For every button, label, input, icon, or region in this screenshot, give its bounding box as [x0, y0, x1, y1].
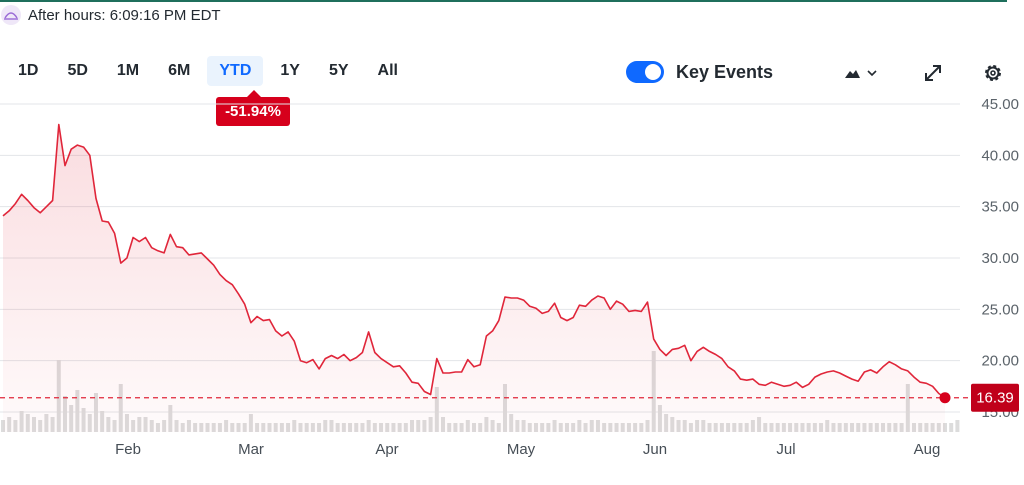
volume-bar — [962, 420, 966, 432]
x-tick-label: Feb — [115, 441, 141, 458]
y-tick-label: 35.00 — [981, 199, 1019, 216]
after-hours-status: After hours: 6:09:16 PM EDT — [0, 4, 221, 26]
change-badge: -51.94% — [216, 90, 290, 126]
y-tick-label: 20.00 — [981, 353, 1019, 370]
mountain-chart-icon — [845, 70, 877, 78]
x-tick-label: May — [507, 441, 536, 458]
y-tick-label: 25.00 — [981, 301, 1019, 318]
range-tab-1y[interactable]: 1Y — [268, 56, 312, 86]
y-tick-label: 45.00 — [981, 96, 1019, 113]
moon-icon — [1, 5, 21, 25]
price-line — [2, 123, 946, 399]
x-tick-label: Mar — [238, 441, 264, 458]
volume-bar — [968, 420, 972, 432]
range-tab-5d[interactable]: 5D — [55, 56, 99, 86]
volume-bar — [949, 423, 954, 432]
chart-type-button[interactable] — [838, 60, 882, 86]
current-price-tag — [971, 383, 1019, 412]
key-events-label: Key Events — [676, 62, 774, 82]
expand-icon — [925, 65, 941, 81]
range-tab-5y[interactable]: 5Y — [317, 56, 361, 86]
x-tick-label: Jun — [643, 441, 667, 458]
range-tab-1m[interactable]: 1M — [105, 56, 151, 86]
volume-bar — [955, 420, 960, 432]
toggle-knob — [645, 64, 661, 80]
x-tick-label: Apr — [375, 441, 398, 458]
range-tab-6m[interactable]: 6M — [156, 56, 202, 86]
current-price-label: 16.39 — [976, 390, 1014, 407]
y-tick-label: 40.00 — [981, 147, 1019, 164]
after-hours-label: After hours: 6:09:16 PM EDT — [28, 6, 221, 24]
range-tab-all[interactable]: All — [366, 56, 410, 86]
expand-button[interactable] — [920, 60, 946, 86]
current-price-dot — [939, 392, 951, 404]
top-rule — [0, 0, 1007, 2]
settings-button[interactable] — [980, 60, 1006, 86]
key-events-toggle[interactable] — [626, 61, 664, 83]
price-area — [3, 124, 945, 432]
gear-icon — [985, 65, 1001, 81]
y-tick-label: 30.00 — [981, 250, 1019, 267]
x-tick-label: Jul — [776, 441, 795, 458]
x-tick-label: Aug — [914, 441, 941, 458]
range-selector: 1D 5D 1M 6M YTD 1Y 5Y All — [6, 56, 415, 86]
range-tab-ytd[interactable]: YTD — [207, 56, 264, 86]
range-tab-1d[interactable]: 1D — [6, 56, 50, 86]
